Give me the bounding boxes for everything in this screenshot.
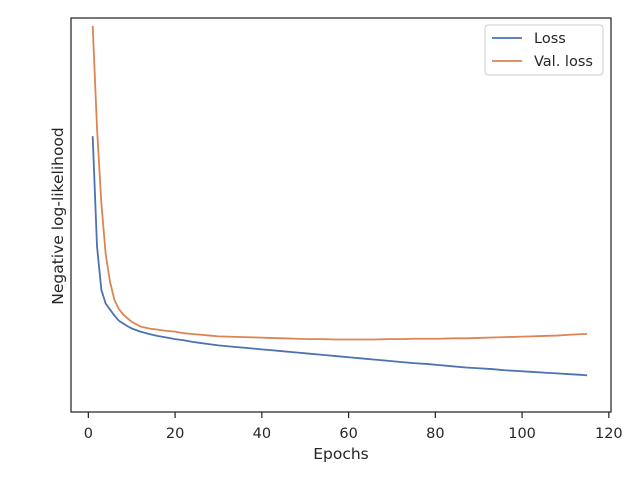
axes-frame bbox=[70, 17, 612, 413]
x-axis-label: Epochs bbox=[313, 445, 369, 463]
legend-label-loss: Loss bbox=[534, 31, 566, 47]
x-tick-label: 100 bbox=[508, 426, 536, 442]
y-axis-label: Negative log-likelihood bbox=[49, 127, 67, 305]
x-tick-label: 0 bbox=[84, 426, 93, 442]
x-tick-label: 80 bbox=[426, 426, 444, 442]
series-line-val-loss bbox=[91, 25, 588, 341]
series-layer bbox=[91, 25, 588, 377]
x-axis-ticks: 0 20 40 60 80 100 120 bbox=[84, 412, 623, 442]
x-tick-label: 120 bbox=[595, 426, 623, 442]
legend: Loss Val. loss bbox=[484, 24, 604, 76]
x-tick-label: 20 bbox=[166, 426, 184, 442]
legend-label-val-loss: Val. loss bbox=[534, 54, 593, 70]
series-line-loss bbox=[91, 136, 588, 377]
x-tick-label: 60 bbox=[339, 426, 357, 442]
x-tick-label: 40 bbox=[253, 426, 271, 442]
